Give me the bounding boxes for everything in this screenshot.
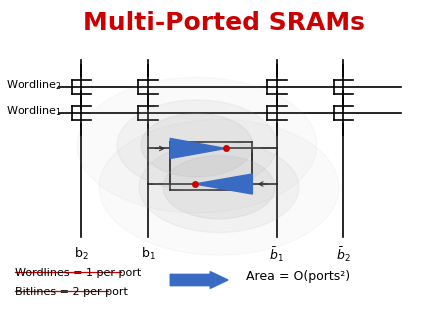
Text: Wordlines = 1 per port: Wordlines = 1 per port bbox=[15, 268, 141, 278]
Ellipse shape bbox=[117, 100, 277, 190]
Polygon shape bbox=[170, 139, 226, 158]
Text: Bitlines = 2 per port: Bitlines = 2 per port bbox=[15, 288, 127, 297]
Text: Area = O(ports²): Area = O(ports²) bbox=[246, 270, 350, 283]
Ellipse shape bbox=[139, 142, 299, 232]
Text: $\bar{b}_2$: $\bar{b}_2$ bbox=[336, 245, 351, 264]
Ellipse shape bbox=[99, 119, 339, 255]
Text: $\bar{b}_1$: $\bar{b}_1$ bbox=[270, 245, 284, 264]
Ellipse shape bbox=[141, 113, 253, 177]
Ellipse shape bbox=[77, 77, 317, 213]
Text: Wordline$_1$: Wordline$_1$ bbox=[6, 104, 62, 118]
Text: b$_2$: b$_2$ bbox=[74, 245, 89, 261]
Ellipse shape bbox=[163, 156, 275, 219]
Text: Multi-Ported SRAMs: Multi-Ported SRAMs bbox=[83, 11, 364, 35]
Text: b$_1$: b$_1$ bbox=[141, 245, 156, 261]
FancyArrow shape bbox=[170, 272, 228, 289]
Text: Wordline$_2$: Wordline$_2$ bbox=[6, 79, 62, 92]
Polygon shape bbox=[194, 174, 253, 194]
